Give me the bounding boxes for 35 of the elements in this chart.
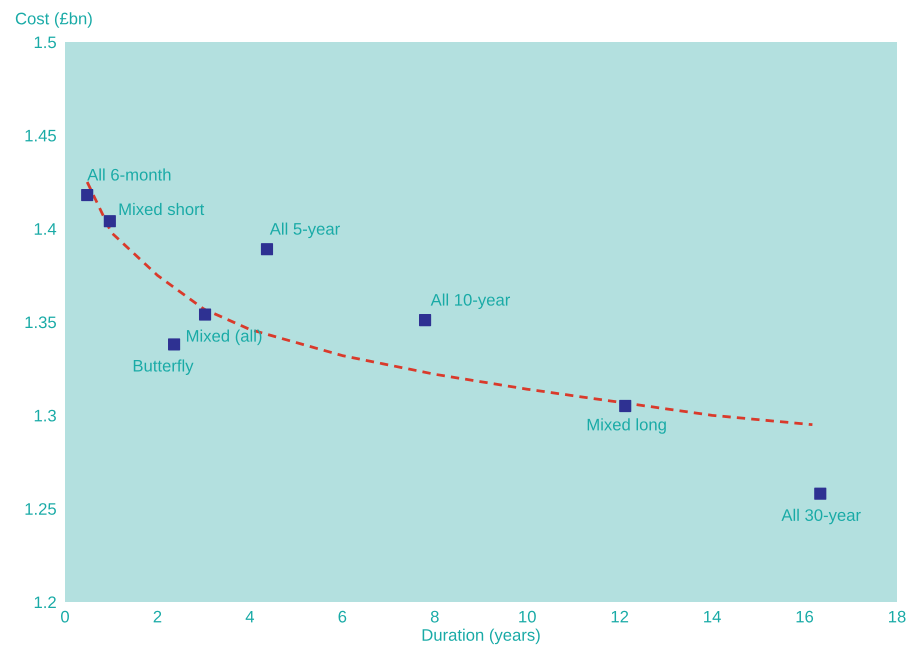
x-tick-label: 16 [796, 610, 814, 623]
x-tick-label: 6 [338, 610, 346, 623]
x-tick-label: 4 [246, 610, 254, 622]
annotation: Butterfly [134, 359, 194, 375]
annotation: All 30-year [781, 508, 861, 524]
y-tick-label: 1.5 [34, 36, 56, 48]
y-tick-label: 1.35 [26, 316, 56, 328]
x-tick-label: 2 [154, 610, 162, 622]
point [814, 488, 826, 500]
y-axis-title: Cost (£bn) [16, 12, 92, 28]
x-tick-label: 18 [889, 610, 906, 623]
annotation: Mixed long [588, 418, 666, 434]
point [418, 314, 432, 326]
x-tick-label: 14 [704, 610, 721, 622]
y-tick-label: 1.45 [26, 130, 56, 142]
annotation: Mixed short [120, 202, 204, 216]
x-axis-title: Duration (years) [422, 628, 540, 644]
point [81, 188, 94, 202]
point [168, 338, 180, 350]
point [260, 243, 274, 256]
annotation: All 5-year [270, 222, 340, 238]
annotation: All 6-month [87, 168, 170, 181]
point [198, 308, 212, 321]
annotation: Mixed (all) [186, 330, 262, 346]
x-tick-label: 8 [430, 610, 439, 623]
x-tick-label: 12 [612, 610, 628, 622]
y-tick-label: 1.4 [34, 223, 56, 235]
x-tick-label: 10 [519, 610, 536, 623]
point [619, 400, 632, 412]
y-tick-label: 1.2 [34, 596, 56, 608]
annotation: All 10-year [430, 293, 510, 310]
y-tick-label: 1.3 [34, 410, 56, 422]
point [104, 215, 116, 228]
y-tick-label: 1.25 [26, 503, 56, 515]
x-tick-label: 0 [61, 610, 69, 623]
